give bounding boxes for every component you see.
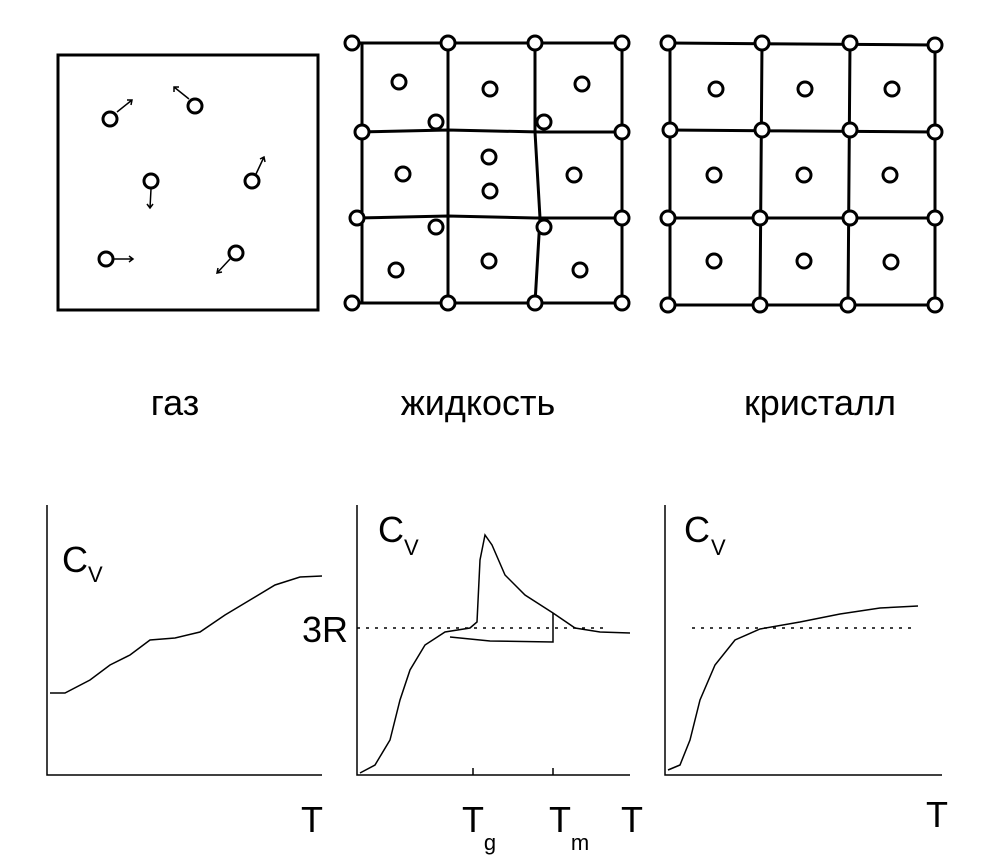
y-label: C [62, 539, 88, 580]
axes [46, 505, 322, 776]
y-sub: V [88, 562, 103, 587]
phase-label: газ [151, 382, 199, 423]
liquid-lattice [343, 34, 631, 312]
phase-label: жидкость [401, 382, 556, 423]
axes [356, 505, 630, 776]
cv-curve [50, 575, 323, 694]
y-label: C [378, 509, 404, 550]
gas-box [56, 53, 320, 312]
x-label: T [621, 799, 643, 840]
y-sub: V [711, 535, 726, 560]
cv-glass-branch [449, 613, 554, 643]
axes [664, 505, 942, 776]
cv-curve [667, 605, 919, 771]
mark-sub: m [571, 830, 589, 855]
x-label: T [301, 799, 323, 840]
crystal-lattice [659, 34, 944, 314]
level-label: 3R [302, 609, 348, 650]
x-label: T [926, 794, 948, 835]
y-label: C [684, 509, 710, 550]
phase-label: кристалл [744, 382, 896, 423]
mark-label: T [549, 799, 571, 840]
y-sub: V [404, 535, 419, 560]
cv-curve [359, 533, 631, 774]
mark-sub: g [484, 830, 496, 855]
mark-label: T [462, 799, 484, 840]
